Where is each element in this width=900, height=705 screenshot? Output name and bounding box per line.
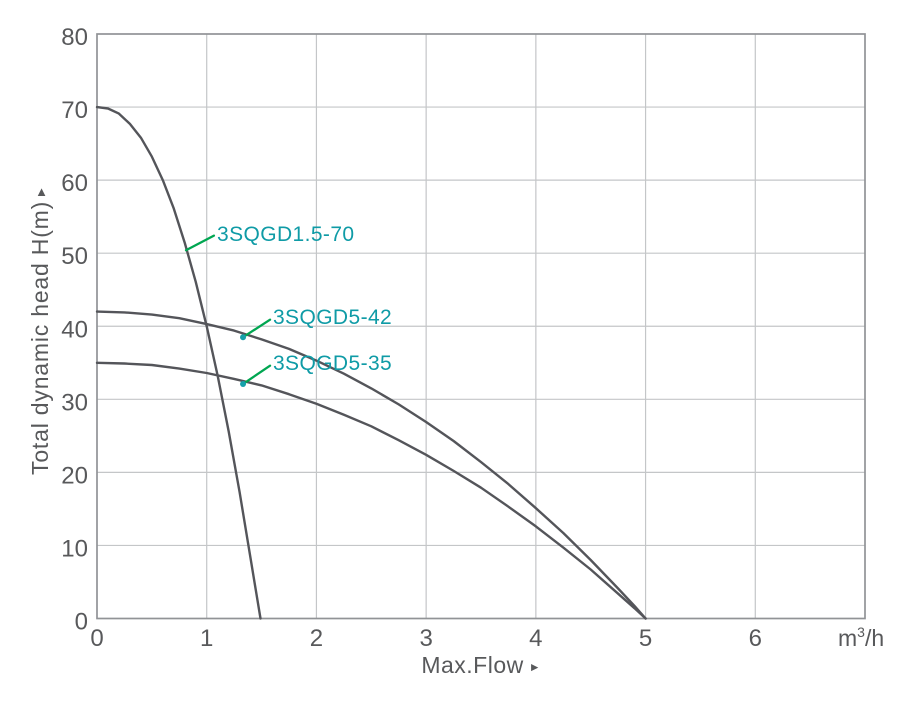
y-axis-title: Total dynamic head H(m)▲ xyxy=(27,150,55,510)
y-tick-label: 20 xyxy=(61,462,88,489)
leader-line-3SQGD1.5-70 xyxy=(184,234,216,252)
y-tick-label: 60 xyxy=(61,170,88,197)
y-tick-label: 50 xyxy=(61,243,88,270)
leader-dot-3SQGD5-42 xyxy=(240,334,247,341)
x-tick-label: 0 xyxy=(90,625,103,652)
leader-line-3SQGD5-35 xyxy=(241,364,272,386)
y-tick-label: 10 xyxy=(61,535,88,562)
x-tick-label: 3 xyxy=(419,625,432,652)
curve-label-3SQGD1.5-70: 3SQGD1.5-70 xyxy=(217,223,354,246)
leader-dot-3SQGD5-35 xyxy=(240,380,247,387)
curve-label-3SQGD5-42: 3SQGD5-42 xyxy=(273,306,392,329)
y-tick-label: 0 xyxy=(75,609,88,636)
x-tick-label: 6 xyxy=(749,625,762,652)
leader-line-3SQGD5-42 xyxy=(241,318,272,339)
x-tick-label: 2 xyxy=(310,625,323,652)
y-tick-label: 80 xyxy=(61,24,88,51)
x-tick-label: 4 xyxy=(529,625,542,652)
y-tick-label: 70 xyxy=(61,97,88,124)
curve-3SQGD5-35 xyxy=(95,361,647,620)
curve-label-3SQGD5-35: 3SQGD5-35 xyxy=(273,352,392,375)
y-tick-label: 40 xyxy=(61,316,88,343)
x-axis-title: Max.Flow ► xyxy=(381,652,581,680)
x-axis-title-text: Max.Flow xyxy=(421,652,524,678)
x-tick-label: 5 xyxy=(639,625,652,652)
curve-3SQGD5-42 xyxy=(95,310,647,620)
curve-3SQGD1.5-70 xyxy=(95,105,262,620)
plot-border xyxy=(96,33,866,620)
x-axis-unit-label: m3/h xyxy=(838,624,884,651)
y-axis-title-text: Total dynamic head H(m) xyxy=(27,200,53,475)
x-axis-right-arrow-icon: ► xyxy=(528,660,541,674)
y-tick-label: 30 xyxy=(61,389,88,416)
y-axis-up-arrow-icon: ▲ xyxy=(35,183,48,199)
x-tick-label: 1 xyxy=(200,625,213,652)
